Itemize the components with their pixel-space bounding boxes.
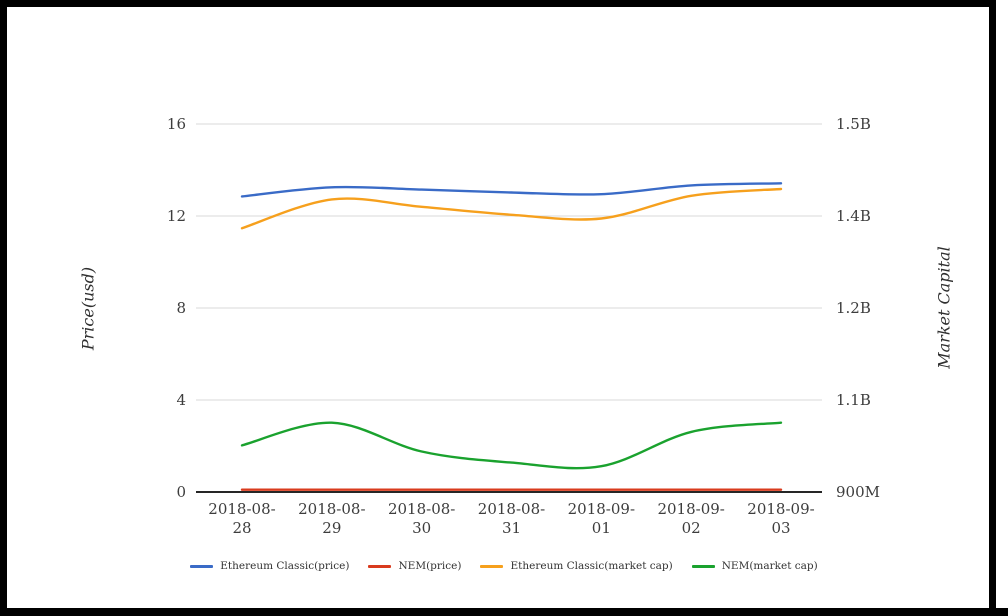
legend-label: Ethereum Classic(price) bbox=[220, 560, 350, 572]
legend-swatch-icon bbox=[190, 564, 214, 568]
x-tick-line1: 2018-09- bbox=[657, 500, 725, 518]
x-tick-line1: 2018-08- bbox=[298, 500, 366, 518]
x-axis-tick-label: 2018-09- 02 bbox=[641, 500, 741, 538]
x-tick-line2: 29 bbox=[322, 519, 342, 537]
right-axis-tick-label: 1.5B bbox=[836, 115, 871, 133]
left-axis-tick-label: 8 bbox=[176, 299, 186, 317]
series-line-2 bbox=[240, 187, 783, 230]
right-axis-title: Market Capital bbox=[934, 246, 954, 369]
legend-item-2: Ethereum Classic(market cap) bbox=[480, 560, 673, 572]
legend-label: NEM(price) bbox=[398, 560, 462, 572]
right-axis-tick-label: 1.4B bbox=[836, 207, 871, 225]
x-tick-line1: 2018-08- bbox=[387, 500, 456, 518]
series-line-3 bbox=[240, 421, 783, 470]
x-axis-tick-label: 2018-08- 30 bbox=[372, 500, 472, 538]
legend-label: NEM(market cap) bbox=[721, 560, 818, 572]
legend-swatch-icon bbox=[480, 564, 504, 568]
x-tick-line1: 2018-08- bbox=[208, 500, 276, 518]
x-axis-tick-label: 2018-08- 28 bbox=[192, 500, 292, 538]
left-axis-tick-label: 12 bbox=[166, 207, 186, 225]
legend-swatch-icon bbox=[368, 564, 392, 568]
x-tick-line2: 28 bbox=[232, 519, 252, 537]
legend-item-1: NEM(price) bbox=[368, 560, 461, 572]
x-tick-line2: 02 bbox=[681, 519, 701, 537]
left-axis-tick-label: 0 bbox=[176, 483, 186, 501]
x-tick-line2: 31 bbox=[501, 519, 522, 537]
x-axis-tick-label: 2018-09- 03 bbox=[731, 500, 831, 538]
right-axis-tick-label: 900M bbox=[836, 483, 880, 501]
x-axis-tick-label: 2018-08- 29 bbox=[282, 500, 382, 538]
x-tick-line2: 30 bbox=[412, 519, 432, 537]
x-axis-tick-label: 2018-09- 01 bbox=[551, 500, 651, 538]
legend-swatch-icon bbox=[691, 564, 715, 568]
legend-item-3: NEM(market cap) bbox=[691, 560, 818, 572]
frame-border-left bbox=[0, 0, 7, 616]
legend-label: Ethereum Classic(market cap) bbox=[510, 560, 673, 572]
legend-item-0: Ethereum Classic(price) bbox=[190, 560, 349, 572]
x-tick-line1: 2018-09- bbox=[567, 500, 636, 518]
left-axis-title: Price(usd) bbox=[78, 266, 98, 351]
x-tick-line2: 03 bbox=[771, 519, 791, 537]
right-axis-tick-label: 1.1B bbox=[836, 391, 871, 409]
x-tick-line1: 2018-09- bbox=[747, 500, 815, 518]
frame-border-bottom bbox=[0, 608, 1008, 616]
frame-border-right bbox=[989, 0, 996, 616]
right-axis-tick-label: 1.2B bbox=[836, 299, 871, 317]
frame-border-top bbox=[0, 0, 996, 7]
x-axis-tick-label: 2018-08- 31 bbox=[462, 500, 562, 538]
x-tick-line1: 2018-08- bbox=[477, 500, 546, 518]
series-line-0 bbox=[240, 182, 783, 198]
left-axis-tick-label: 16 bbox=[166, 115, 186, 133]
left-axis-tick-label: 4 bbox=[176, 391, 186, 409]
legend: Ethereum Classic(price) NEM(price) Ethereu… bbox=[0, 560, 1008, 572]
x-tick-line2: 01 bbox=[591, 519, 611, 537]
